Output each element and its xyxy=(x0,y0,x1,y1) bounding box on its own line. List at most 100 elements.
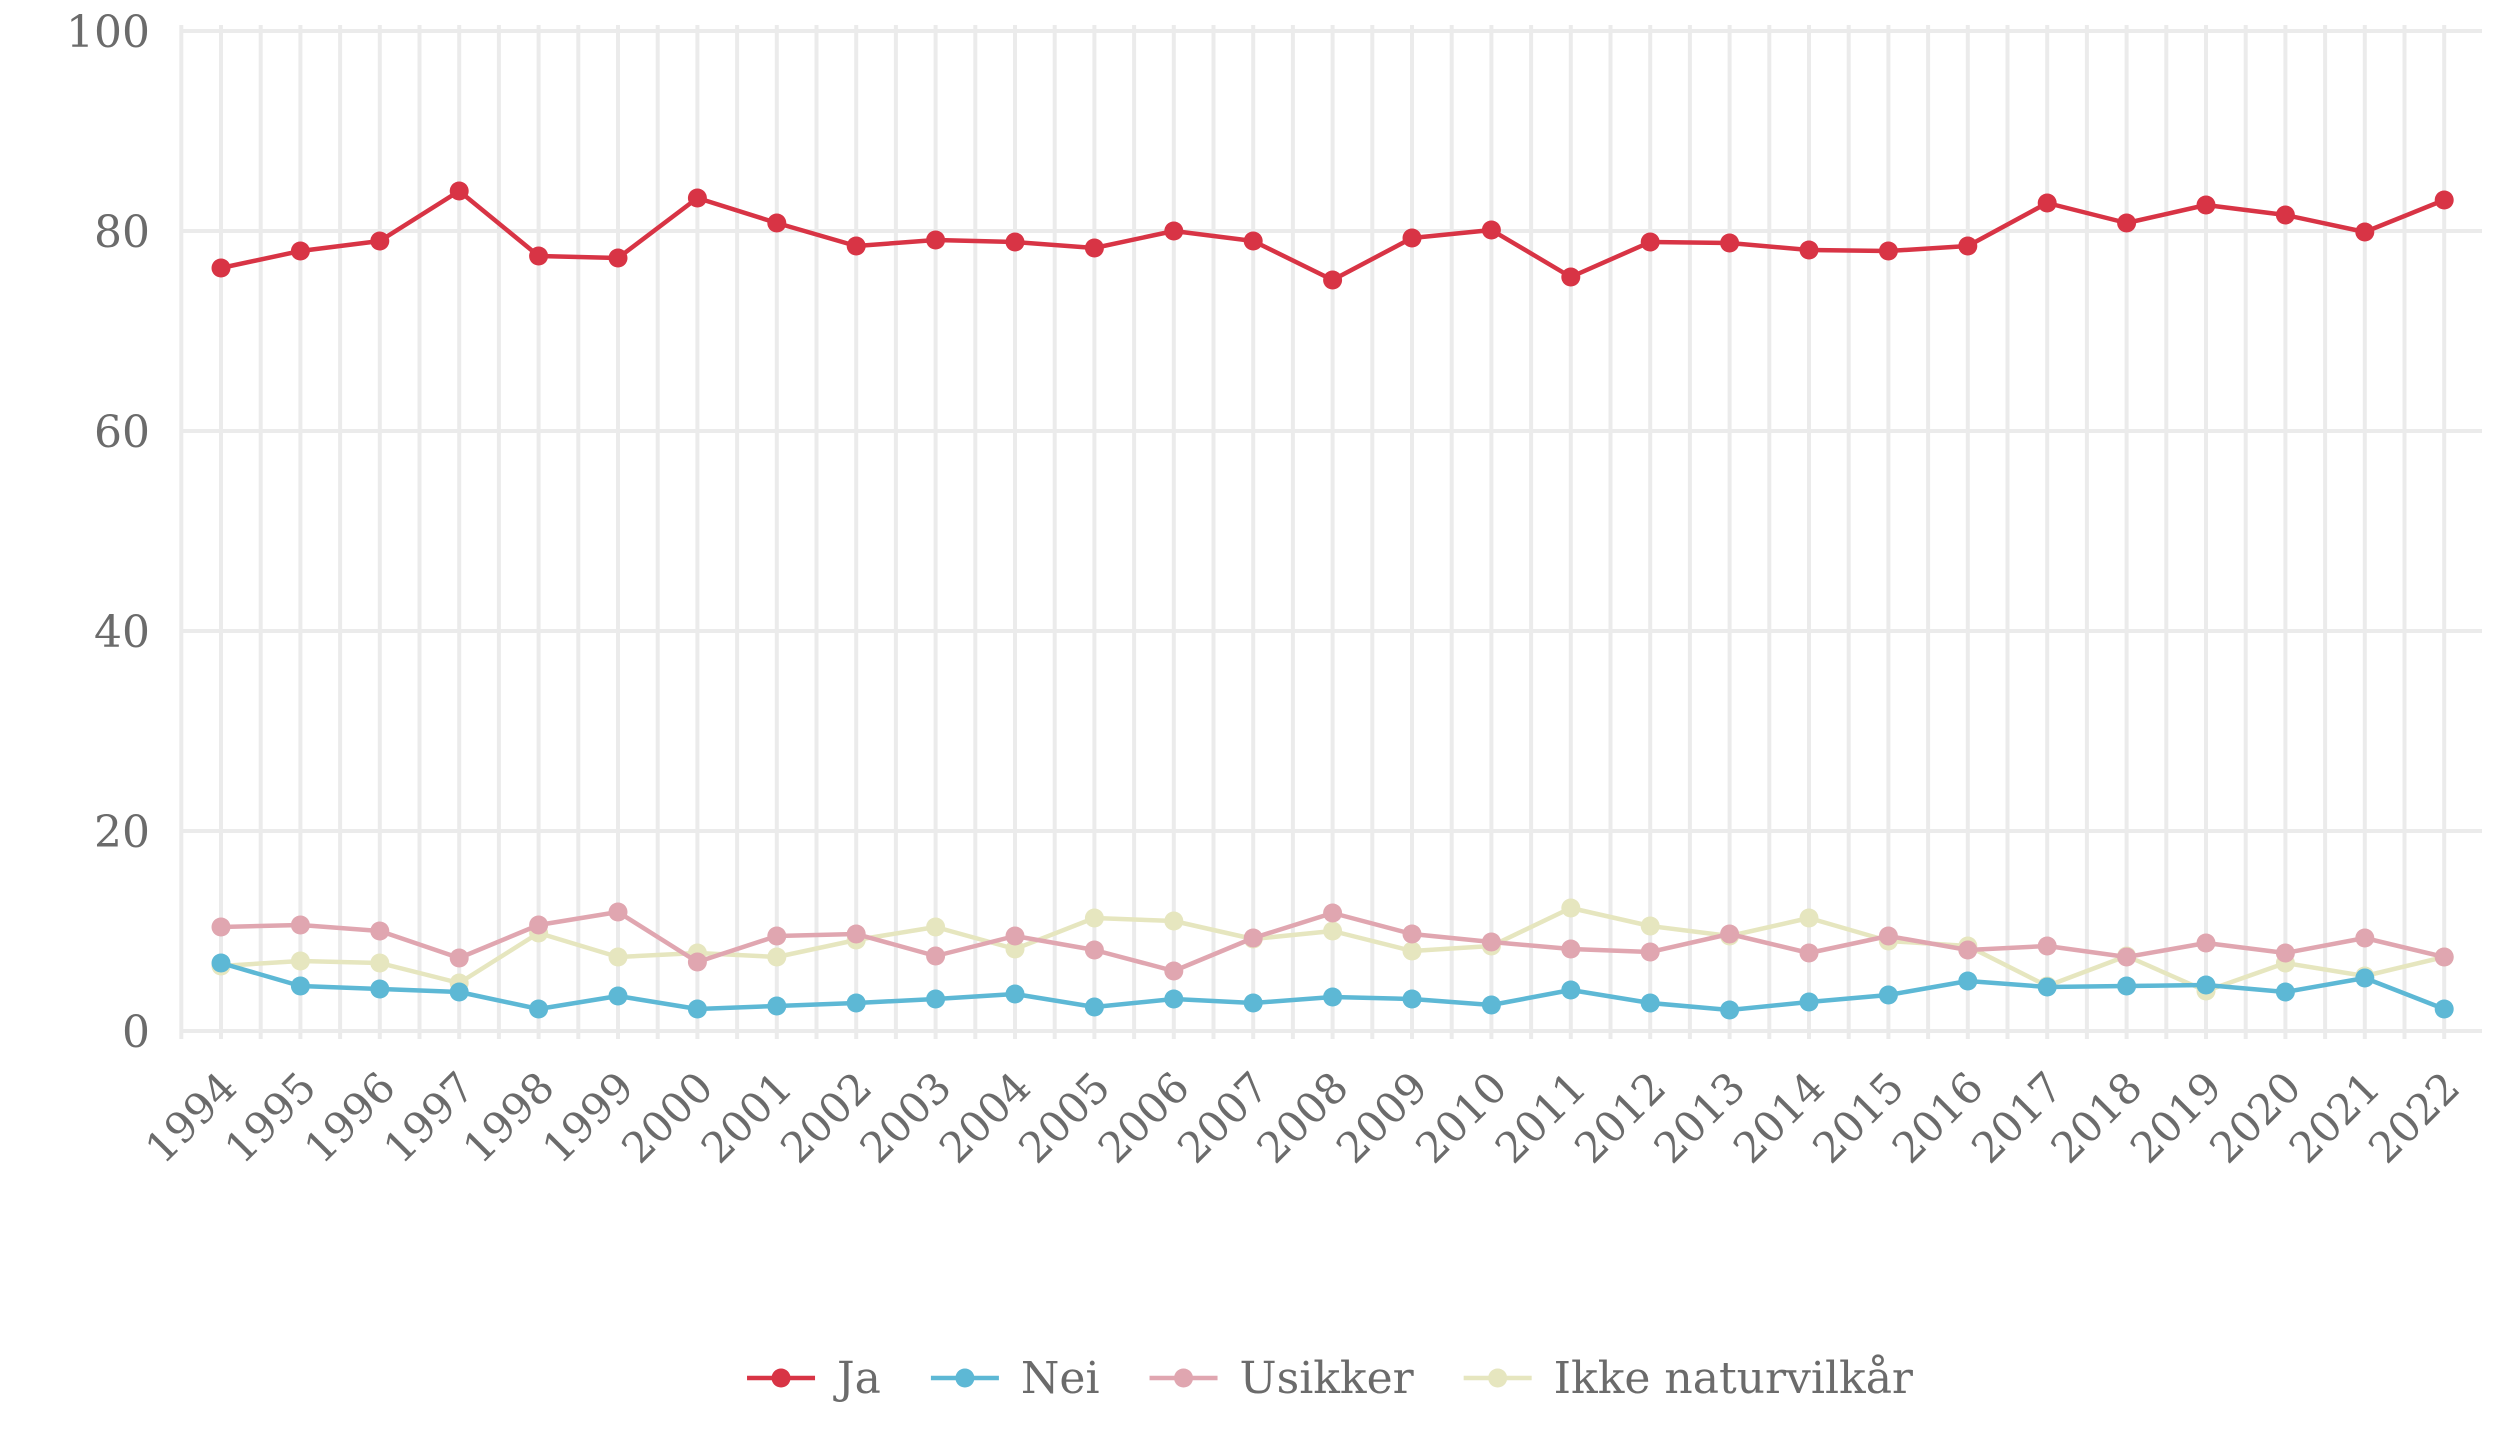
data-point-ja xyxy=(1323,270,1343,290)
data-point-usikker xyxy=(2196,933,2216,953)
x-tick-label: 2001 xyxy=(692,1062,802,1172)
data-point-usikker xyxy=(1720,924,1740,944)
data-point-nei xyxy=(1164,989,1184,1009)
data-point-ikke-naturvilk-r xyxy=(1640,916,1660,936)
data-point-ja xyxy=(1481,220,1501,240)
x-tick-label: 2008 xyxy=(1247,1062,1357,1172)
data-point-nei xyxy=(449,982,469,1002)
data-point-usikker xyxy=(290,915,310,935)
data-point-nei xyxy=(1640,993,1660,1013)
data-point-usikker xyxy=(1402,924,1422,944)
x-tick-label: 1997 xyxy=(374,1062,484,1172)
series-ja xyxy=(211,181,2454,290)
data-point-ikke-naturvilk-r xyxy=(1799,908,1819,928)
data-point-nei xyxy=(1243,993,1263,1013)
x-tick-label: 1994 xyxy=(136,1062,246,1172)
data-point-nei xyxy=(767,996,787,1016)
data-point-ja xyxy=(608,248,628,268)
data-point-usikker xyxy=(370,921,390,941)
data-point-nei xyxy=(1481,995,1501,1015)
legend-item-usikker: Usikker xyxy=(1149,1353,1415,1404)
data-point-nei xyxy=(1799,992,1819,1012)
x-tick-label: 2011 xyxy=(1486,1062,1596,1172)
x-tick-label: 2019 xyxy=(2121,1062,2231,1172)
x-tick-label: 1995 xyxy=(215,1062,325,1172)
data-point-ja xyxy=(2434,190,2454,210)
data-point-nei xyxy=(370,979,390,999)
data-point-usikker xyxy=(608,902,628,922)
data-point-ja xyxy=(2275,205,2295,225)
x-tick-label: 1996 xyxy=(295,1062,405,1172)
data-point-nei xyxy=(1958,971,1978,991)
data-point-nei xyxy=(926,989,946,1009)
data-point-usikker xyxy=(2117,947,2137,967)
data-point-ja xyxy=(1958,236,1978,256)
data-point-ikke-naturvilk-r xyxy=(1323,921,1343,941)
x-tick-label: 2020 xyxy=(2200,1062,2310,1172)
data-point-usikker xyxy=(2434,947,2454,967)
data-point-usikker xyxy=(687,952,707,972)
data-point-usikker xyxy=(1323,903,1343,923)
legend-item-nei: Nei xyxy=(930,1353,1100,1404)
data-point-nei xyxy=(1402,989,1422,1009)
legend-key-marker xyxy=(955,1368,975,1388)
x-tick-label: 2014 xyxy=(1724,1062,1834,1172)
data-point-ja xyxy=(846,236,866,256)
y-tick-label: 20 xyxy=(94,807,150,858)
data-point-nei xyxy=(2117,976,2137,996)
data-point-usikker xyxy=(1005,926,1025,946)
grid xyxy=(179,25,2482,1039)
data-point-usikker xyxy=(1878,926,1898,946)
x-axis: 1994199519961997199819992000200120022003… xyxy=(136,1062,2469,1172)
y-tick-label: 100 xyxy=(66,7,150,58)
x-tick-label: 1999 xyxy=(533,1062,643,1172)
data-point-usikker xyxy=(1243,928,1263,948)
legend-label: Ikke naturvilkår xyxy=(1554,1353,1914,1404)
series-nei xyxy=(211,953,2454,1020)
data-point-usikker xyxy=(1958,940,1978,960)
x-tick-label: 2013 xyxy=(1644,1062,1754,1172)
data-point-ikke-naturvilk-r xyxy=(1084,908,1104,928)
data-point-usikker xyxy=(926,946,946,966)
data-point-ja xyxy=(1720,233,1740,253)
y-tick-label: 40 xyxy=(94,607,150,658)
x-tick-label: 2012 xyxy=(1565,1062,1675,1172)
data-point-ikke-naturvilk-r xyxy=(1005,939,1025,959)
x-tick-label: 1998 xyxy=(453,1062,563,1172)
data-point-nei xyxy=(2355,968,2375,988)
data-point-usikker xyxy=(2037,936,2057,956)
data-point-usikker xyxy=(846,924,866,944)
data-point-ja xyxy=(1164,221,1184,241)
data-point-ikke-naturvilk-r xyxy=(767,947,787,967)
legend-key-marker xyxy=(1174,1368,1194,1388)
data-point-ja xyxy=(1878,241,1898,261)
legend-key-marker xyxy=(771,1368,791,1388)
data-point-ja xyxy=(2355,222,2375,242)
data-point-ja xyxy=(687,188,707,208)
x-tick-label: 2002 xyxy=(771,1062,881,1172)
data-point-usikker xyxy=(1799,943,1819,963)
data-point-nei xyxy=(1084,997,1104,1017)
x-tick-label: 2018 xyxy=(2041,1062,2151,1172)
data-point-nei xyxy=(846,993,866,1013)
y-tick-label: 0 xyxy=(122,1007,150,1058)
data-point-ja xyxy=(1640,232,1660,252)
data-point-ja xyxy=(1561,267,1581,287)
data-point-ja xyxy=(1402,228,1422,248)
x-tick-label: 2022 xyxy=(2359,1062,2469,1172)
x-tick-label: 2006 xyxy=(1089,1062,1199,1172)
series-usikker xyxy=(211,902,2454,981)
x-tick-label: 2021 xyxy=(2280,1062,2390,1172)
x-tick-label: 2005 xyxy=(1009,1062,1119,1172)
data-point-ja xyxy=(370,231,390,251)
y-tick-label: 80 xyxy=(94,207,150,258)
data-point-ikke-naturvilk-r xyxy=(926,917,946,937)
data-point-ja xyxy=(290,241,310,261)
data-point-usikker xyxy=(2355,928,2375,948)
x-tick-label: 2016 xyxy=(1883,1062,1993,1172)
data-point-ja xyxy=(2037,193,2057,213)
y-tick-label: 60 xyxy=(94,407,150,458)
legend-item-ikke-naturvilk-r: Ikke naturvilkår xyxy=(1463,1353,1914,1404)
data-point-ikke-naturvilk-r xyxy=(1561,898,1581,918)
data-point-usikker xyxy=(1084,940,1104,960)
